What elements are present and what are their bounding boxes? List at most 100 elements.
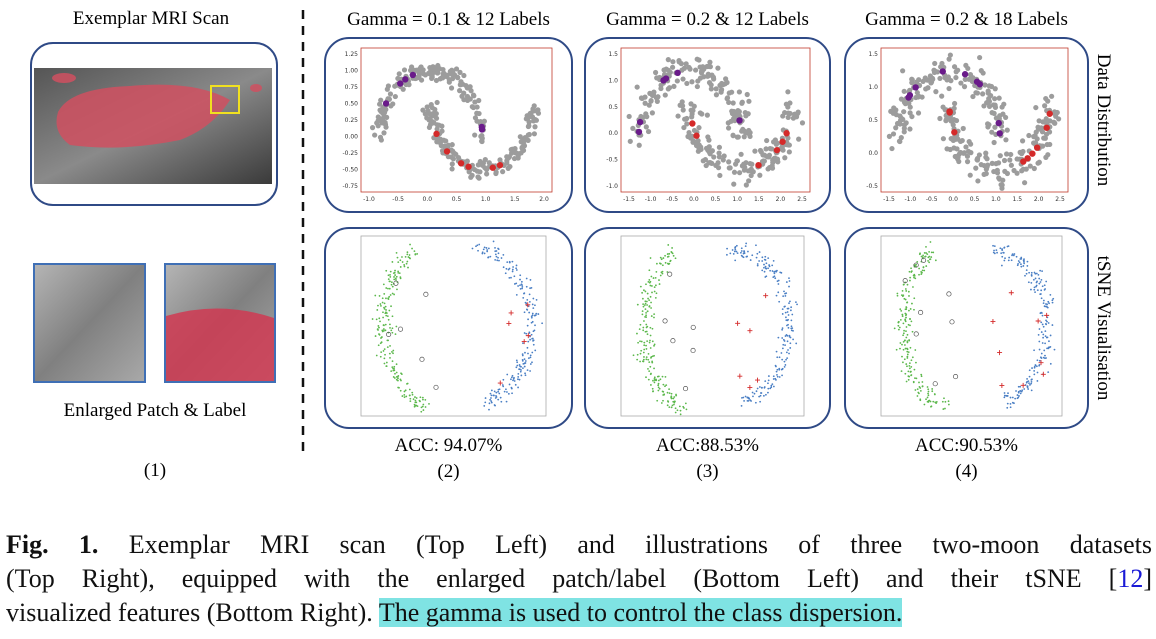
tsne-point xyxy=(788,302,790,305)
tsne-point xyxy=(1045,336,1048,339)
point xyxy=(743,182,749,188)
tsne-point xyxy=(521,358,524,361)
labeled-point xyxy=(1046,110,1053,117)
tsne-point xyxy=(411,247,413,250)
tsne-point xyxy=(789,342,792,345)
panel-title: Gamma = 0.2 & 18 Labels xyxy=(865,9,1068,30)
tsne-point xyxy=(930,405,932,408)
tsne-point xyxy=(758,386,761,388)
tsne-point xyxy=(781,347,784,350)
point xyxy=(1035,160,1041,166)
point xyxy=(1051,119,1057,125)
point xyxy=(461,90,467,96)
point xyxy=(435,62,441,69)
panel-label: (3) xyxy=(696,461,718,482)
tsne-point xyxy=(532,330,535,333)
tsne-point xyxy=(511,260,514,263)
tsne-point xyxy=(1023,259,1025,262)
tsne-point xyxy=(783,290,785,293)
tsne-point xyxy=(380,304,382,307)
tsne-point xyxy=(733,250,736,253)
citation[interactable]: 12 xyxy=(1117,564,1144,593)
tsne-label xyxy=(690,324,696,330)
tsne-point xyxy=(909,318,911,320)
tsne-point xyxy=(919,252,921,255)
tsne-point xyxy=(483,246,486,249)
tsne-point xyxy=(643,356,645,358)
tsne-point xyxy=(383,324,385,327)
tsne-point xyxy=(785,351,788,354)
point xyxy=(460,81,466,87)
tsne-point xyxy=(914,349,917,351)
tsne-label xyxy=(999,383,1005,389)
tsne-point xyxy=(652,277,655,279)
point xyxy=(953,117,960,124)
labeled-point xyxy=(433,130,440,138)
tsne-point xyxy=(490,401,493,404)
point xyxy=(738,151,744,157)
tsne-point xyxy=(752,395,754,398)
tsne-point xyxy=(674,407,677,410)
tsne-point xyxy=(743,250,746,253)
point xyxy=(1026,132,1032,139)
point xyxy=(716,144,722,150)
point xyxy=(995,160,1002,166)
tsne-point xyxy=(767,387,770,390)
tsne-point xyxy=(490,394,493,397)
point xyxy=(649,110,655,116)
tsne-point xyxy=(899,308,902,311)
tsne-point xyxy=(763,270,766,273)
tsne-point xyxy=(914,277,917,280)
point xyxy=(688,101,694,107)
tsne-point xyxy=(659,262,662,265)
tsne-point xyxy=(382,328,385,330)
tsne-point xyxy=(395,325,398,328)
point xyxy=(469,172,475,178)
x-tick-label: -0.5 xyxy=(392,196,404,203)
tsne-point xyxy=(523,332,526,334)
point xyxy=(669,64,676,70)
point xyxy=(737,170,743,176)
tsne-point xyxy=(651,340,654,343)
tsne-point xyxy=(726,253,728,256)
point xyxy=(465,97,471,103)
point xyxy=(984,100,990,106)
mri-label xyxy=(56,84,230,148)
tsne-point xyxy=(389,270,392,273)
tsne-point xyxy=(1030,382,1033,385)
tsne-point xyxy=(739,251,742,254)
tsne-point xyxy=(392,349,395,352)
point xyxy=(385,83,392,89)
tsne-point xyxy=(758,395,761,398)
tsne-point xyxy=(751,391,754,394)
tsne-point xyxy=(764,267,767,270)
tsne-point xyxy=(935,402,938,404)
tsne-point xyxy=(527,357,530,360)
tsne-point xyxy=(375,318,378,321)
tsne-point xyxy=(530,315,533,318)
labeled-point xyxy=(489,164,496,171)
tsne-point xyxy=(639,360,641,363)
tsne-point xyxy=(638,328,641,330)
tsne-point xyxy=(508,276,511,279)
tsne-point xyxy=(1049,362,1052,365)
point xyxy=(509,146,515,152)
tsne-point xyxy=(506,391,508,393)
point xyxy=(1036,118,1042,124)
tsne-point xyxy=(674,400,676,403)
tsne-point xyxy=(909,279,911,282)
tsne-point xyxy=(666,253,669,255)
tsne-point xyxy=(920,273,923,276)
point xyxy=(901,125,907,132)
tsne-point xyxy=(535,312,538,315)
point xyxy=(431,66,437,72)
tsne-point xyxy=(776,269,778,272)
tsne-point xyxy=(923,252,926,254)
tsne-point xyxy=(500,400,503,403)
point xyxy=(960,125,966,132)
tsne-point xyxy=(525,332,528,335)
point xyxy=(986,122,992,128)
tsne-point xyxy=(740,254,743,257)
tsne-point xyxy=(384,305,387,308)
tsne-point xyxy=(734,259,737,262)
